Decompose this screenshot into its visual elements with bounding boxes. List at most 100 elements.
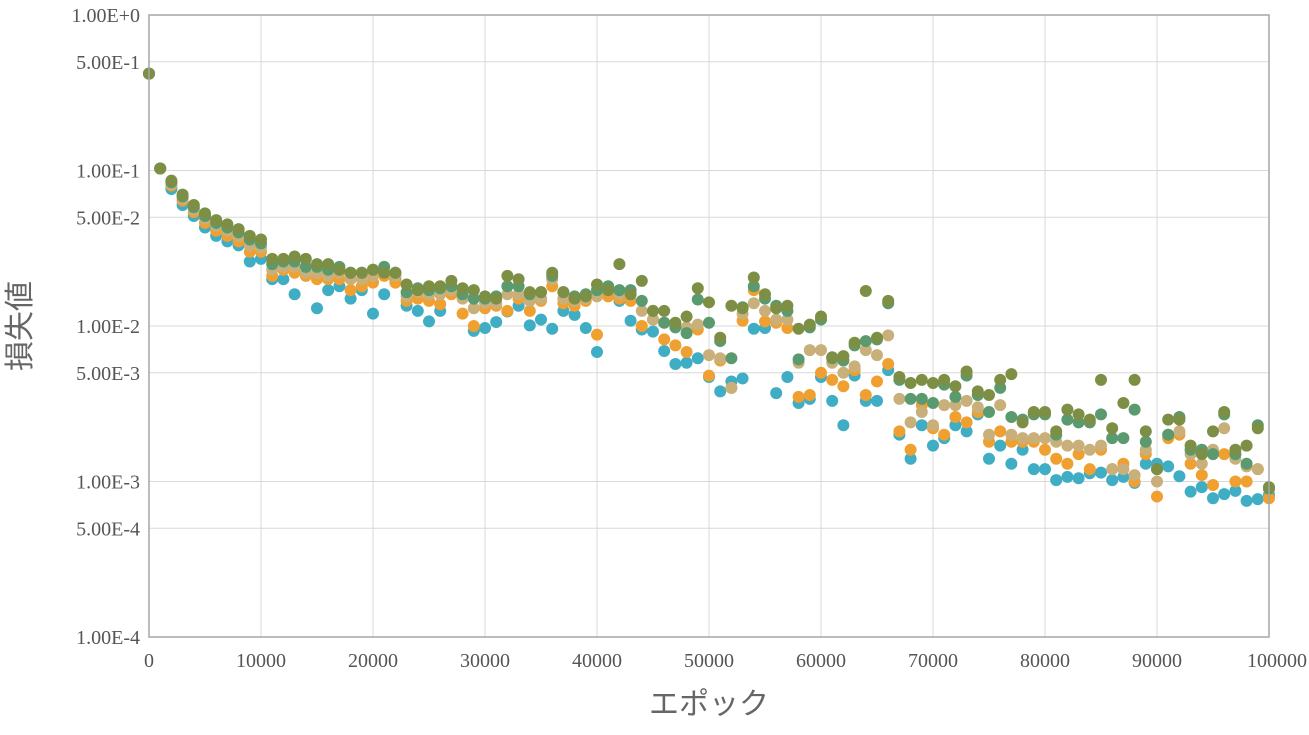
- data-point: [960, 365, 973, 378]
- data-point: [803, 318, 816, 331]
- x-tick-label: 30000: [460, 650, 510, 672]
- data-point: [759, 304, 771, 317]
- data-point: [1095, 439, 1107, 452]
- data-point: [815, 344, 827, 357]
- data-point: [770, 302, 783, 315]
- data-point: [960, 394, 973, 407]
- data-point: [971, 385, 984, 398]
- y-tick-label: 1.00E-1: [76, 161, 140, 183]
- data-point: [983, 428, 995, 441]
- data-point: [680, 346, 693, 359]
- data-point: [983, 388, 995, 401]
- data-point: [960, 425, 973, 438]
- data-point: [277, 252, 290, 265]
- data-point: [893, 425, 906, 438]
- data-point: [703, 349, 715, 362]
- x-tick-label: 70000: [908, 650, 958, 672]
- data-point: [579, 290, 592, 303]
- data-point: [983, 405, 995, 418]
- data-point: [893, 370, 906, 383]
- data-point: [669, 316, 682, 329]
- data-point: [288, 288, 301, 301]
- data-point: [1016, 416, 1029, 429]
- data-point: [579, 322, 592, 335]
- data-point: [1207, 425, 1219, 438]
- data-point: [826, 351, 839, 364]
- data-point: [647, 304, 659, 317]
- data-point: [994, 439, 1007, 452]
- data-point: [1195, 457, 1208, 470]
- data-point: [792, 390, 805, 403]
- data-point: [759, 288, 771, 301]
- data-point: [859, 284, 872, 297]
- data-point: [747, 322, 760, 335]
- data-point: [915, 419, 928, 432]
- data-point: [1050, 452, 1063, 465]
- data-point: [613, 258, 626, 271]
- data-point: [355, 266, 368, 279]
- data-point: [938, 399, 951, 412]
- y-axis-title: 損失値: [3, 281, 38, 371]
- data-point: [915, 373, 928, 386]
- data-point: [523, 286, 536, 299]
- data-point: [591, 278, 603, 291]
- data-point: [411, 284, 424, 297]
- data-point: [333, 263, 346, 276]
- data-point: [859, 335, 872, 348]
- data-point: [501, 304, 514, 317]
- data-point: [815, 310, 827, 323]
- data-point: [1095, 408, 1107, 421]
- x-tick-label: 90000: [1132, 650, 1182, 672]
- data-point: [389, 266, 402, 279]
- data-point: [344, 292, 357, 305]
- data-point: [1240, 457, 1253, 470]
- data-point: [1106, 422, 1119, 435]
- data-point: [322, 284, 335, 297]
- data-point: [1072, 472, 1085, 485]
- data-point: [736, 372, 749, 385]
- data-point: [445, 274, 458, 287]
- data-point: [725, 299, 738, 312]
- data-point: [378, 266, 391, 279]
- data-point: [1050, 425, 1063, 438]
- data-point: [893, 392, 906, 405]
- data-point: [154, 162, 167, 175]
- data-point: [1027, 432, 1040, 445]
- data-point: [467, 284, 480, 297]
- data-point: [691, 293, 704, 306]
- data-point: [1240, 475, 1253, 488]
- data-point: [591, 346, 603, 359]
- x-tick-label: 10000: [236, 650, 286, 672]
- data-point: [770, 387, 783, 400]
- y-tick-label: 1.00E-2: [76, 316, 140, 338]
- data-point: [1005, 410, 1018, 423]
- y-tick-label: 5.00E-3: [76, 363, 140, 385]
- data-point: [736, 302, 749, 315]
- data-point: [680, 310, 693, 323]
- data-point: [1151, 475, 1163, 488]
- data-point: [714, 331, 727, 344]
- data-point: [232, 223, 245, 236]
- data-point: [691, 318, 704, 331]
- data-point: [311, 302, 323, 315]
- x-tick-label: 100000: [1247, 650, 1307, 672]
- data-point: [1117, 463, 1130, 476]
- data-point: [434, 298, 447, 311]
- data-point: [747, 271, 760, 284]
- data-point: [927, 439, 939, 452]
- data-point: [210, 214, 223, 227]
- data-point: [635, 294, 648, 307]
- data-point: [915, 405, 928, 418]
- data-point: [703, 369, 715, 382]
- data-point: [1083, 443, 1096, 456]
- data-point: [1229, 443, 1242, 456]
- data-point: [658, 304, 671, 317]
- data-point: [367, 307, 379, 320]
- y-tick-label: 5.00E-1: [76, 52, 140, 74]
- data-point: [725, 381, 738, 394]
- data-point: [1039, 463, 1051, 476]
- data-point: [871, 331, 883, 344]
- data-point: [288, 250, 301, 263]
- data-point: [1072, 408, 1085, 421]
- data-point: [1050, 474, 1063, 487]
